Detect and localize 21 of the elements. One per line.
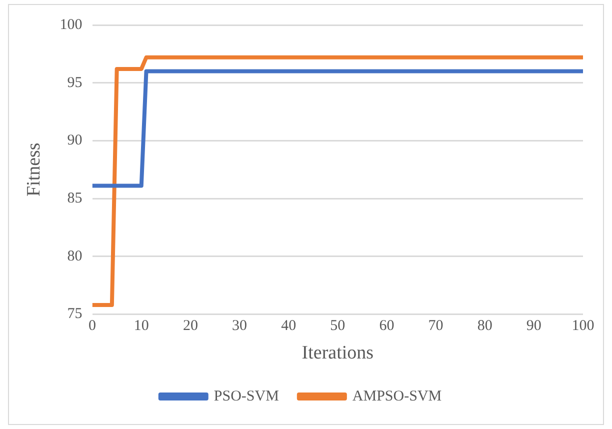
x-tick-label: 10 [134,318,149,334]
x-tick-label: 30 [232,318,248,334]
x-tick-label: 50 [330,318,346,334]
x-tick-label: 80 [477,318,492,334]
legend-label: PSO-SVM [214,388,279,404]
y-axis-title: Fitness [23,142,44,197]
y-tick-label: 85 [67,190,82,206]
y-tick-label: 100 [60,16,82,33]
x-tick-label: 20 [182,318,198,334]
x-tick-label: 90 [526,318,542,334]
x-tick-label: 70 [428,318,444,334]
y-tick-label: 75 [67,306,82,322]
legend-label: AMPSO-SVM [352,388,442,404]
y-tick-label: 80 [67,248,82,264]
x-tick-label: 60 [379,318,394,334]
x-axis-title: Iterations [302,342,374,364]
x-tick-label: 100 [572,318,594,334]
y-tick-label: 95 [67,74,82,91]
y-tick-label: 90 [67,132,82,149]
x-tick-label: 0 [88,318,96,334]
x-tick-label: 40 [281,318,296,334]
